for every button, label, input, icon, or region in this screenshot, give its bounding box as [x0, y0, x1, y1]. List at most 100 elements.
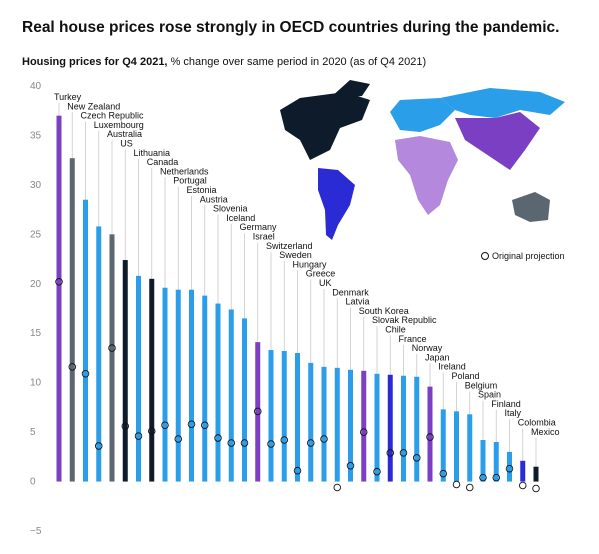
projection-marker: [333, 483, 342, 492]
category-label: Finland: [491, 399, 521, 409]
bar: [440, 409, 446, 482]
bar: [122, 260, 128, 482]
category-label: Portugal: [173, 176, 207, 186]
projection-marker: [466, 483, 474, 492]
bar: [454, 411, 459, 482]
legend-marker: [481, 252, 489, 260]
projection-marker: [240, 439, 249, 447]
bar: [334, 367, 340, 482]
category-label: Poland: [452, 371, 480, 381]
category-label: Netherlands: [160, 166, 209, 176]
bar: [136, 275, 141, 482]
category-label: Sweden: [279, 250, 312, 260]
category-label: New Zealand: [67, 101, 120, 111]
bar: [507, 451, 512, 482]
subtitle-bold: Housing prices for Q4 2021,: [22, 56, 168, 68]
projection-marker: [253, 407, 262, 416]
bar: [321, 366, 327, 482]
projection-marker: [134, 432, 143, 440]
projection-marker: [147, 427, 156, 435]
projection-marker: [293, 466, 302, 475]
bar: [308, 362, 314, 482]
category-label: Colombia: [518, 418, 556, 428]
category-label: Denmark: [332, 287, 369, 297]
y-tick-label: 25: [30, 229, 42, 240]
category-label: France: [399, 334, 427, 344]
projection-marker: [519, 481, 527, 490]
category-label: Latvia: [346, 297, 370, 307]
projection-marker: [94, 442, 103, 450]
bar: [374, 373, 380, 482]
bar: [281, 351, 287, 482]
bar: [387, 374, 393, 482]
category-label: US: [120, 139, 133, 149]
y-tick-label: 15: [30, 328, 42, 339]
bar: [83, 199, 88, 482]
bar: [189, 289, 194, 482]
y-tick-label: 40: [30, 81, 42, 92]
chart-title: Real house prices rose strongly in OECD …: [22, 19, 559, 36]
projection-marker: [399, 449, 408, 457]
y-tick-label: 20: [30, 279, 42, 290]
legend: Original projection: [481, 251, 565, 261]
category-label: Czech Republic: [81, 111, 145, 121]
projection-marker: [479, 473, 487, 482]
category-label: Austria: [200, 194, 228, 204]
category-label: Germany: [240, 222, 278, 232]
projection-marker: [267, 440, 275, 448]
bar: [175, 289, 181, 482]
subtitle-text: % change over same period in 2020 (as of…: [171, 56, 427, 68]
y-tick-label: 35: [30, 130, 42, 141]
category-label: Chile: [385, 325, 406, 335]
category-label: Japan: [425, 352, 450, 362]
projection-marker: [55, 278, 63, 286]
projection-marker: [200, 421, 209, 429]
bar: [348, 369, 353, 482]
bar: [228, 309, 234, 482]
projection-marker: [280, 436, 289, 444]
projection-marker: [532, 484, 540, 493]
category-label: Spain: [478, 390, 501, 400]
category-label: Belgium: [465, 380, 498, 390]
category-label: Greece: [306, 269, 336, 279]
bar: [401, 375, 406, 482]
category-label: Norway: [412, 343, 443, 353]
projection-marker: [108, 344, 116, 352]
bar: [215, 303, 221, 482]
projection-marker: [227, 439, 235, 447]
category-label: Mexico: [531, 427, 560, 437]
y-tick-label: −5: [30, 526, 42, 537]
category-label: Turkey: [54, 92, 82, 102]
bar: [493, 442, 499, 482]
world-map: [280, 80, 565, 240]
projection-marker: [505, 464, 514, 473]
category-label: Lithuania: [134, 148, 171, 158]
y-tick-label: 30: [30, 180, 42, 191]
projection-marker: [413, 454, 421, 462]
bar: [268, 350, 274, 482]
bar: [149, 278, 155, 482]
y-tick-label: 0: [30, 477, 36, 488]
bar: [361, 370, 367, 482]
category-label: South Korea: [359, 306, 409, 316]
projection-marker: [68, 363, 76, 371]
projection-marker: [174, 435, 182, 443]
category-label: Ireland: [438, 362, 466, 372]
category-label: Australia: [107, 129, 142, 139]
category-label: Canada: [147, 157, 179, 167]
bar: [109, 234, 115, 482]
bar: [533, 466, 539, 482]
category-label: Switzerland: [266, 241, 313, 251]
category-label: Estonia: [187, 185, 217, 195]
projection-marker: [360, 428, 368, 436]
projection-marker: [81, 370, 90, 378]
bar: [414, 376, 420, 482]
category-label: Slovenia: [213, 204, 248, 214]
category-label: Iceland: [226, 213, 255, 223]
projection-marker: [426, 433, 434, 441]
y-tick-label: 10: [30, 378, 42, 389]
legend-label: Original projection: [492, 251, 565, 261]
category-label: Hungary: [293, 259, 328, 269]
projection-marker: [439, 469, 448, 478]
